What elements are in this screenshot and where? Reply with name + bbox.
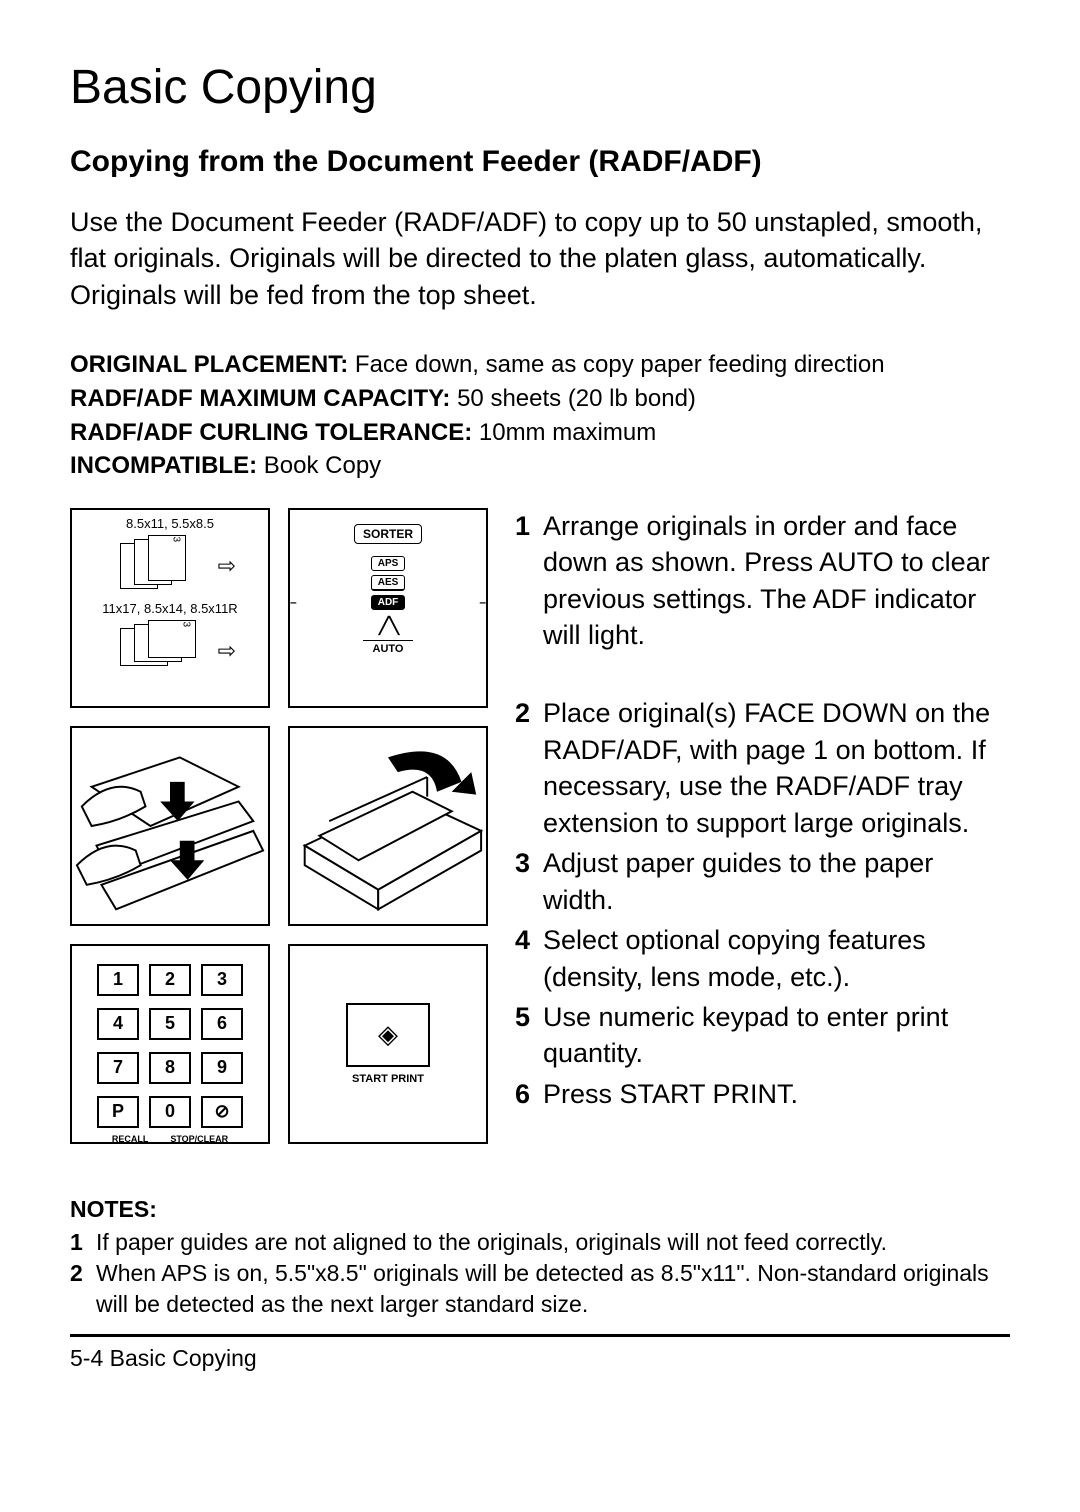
keypad-key: 6 (201, 1008, 243, 1040)
page-title: Basic Copying (70, 60, 1010, 115)
step-text: Adjust paper guides to the paper width. (543, 845, 1010, 918)
spec-value: 10mm maximum (472, 419, 656, 446)
spec-label: INCOMPATIBLE: (70, 452, 257, 479)
sorter-label: SORTER (354, 524, 422, 544)
keypad-key: 8 (149, 1052, 191, 1084)
aes-label: AES (371, 575, 406, 591)
step-number: 6 (515, 1076, 543, 1112)
step-number: 1 (515, 508, 543, 654)
figure-auto-panel: SORTER APS AES –ADF– ╱ ╲ AUTO (288, 508, 488, 708)
spec-value: Book Copy (257, 452, 381, 479)
spec-label: RADF/ADF MAXIMUM CAPACITY: (70, 385, 450, 412)
steps-list: 1Arrange originals in order and face dow… (515, 508, 1010, 1144)
spec-value: Face down, same as copy paper feeding di… (348, 351, 884, 378)
figure-start-print: ◈ START PRINT (288, 944, 488, 1144)
step-text: Press START PRINT. (543, 1076, 798, 1112)
note-number: 2 (70, 1258, 96, 1320)
note-number: 1 (70, 1227, 96, 1258)
keypad-key: 9 (201, 1052, 243, 1084)
figure-keypad: 1 2 3 4 5 6 7 8 9 P (70, 944, 270, 1144)
spec-value: 50 sheets (20 lb bond) (450, 385, 696, 412)
step-number: 5 (515, 999, 543, 1072)
figure-paper-sizes: 8.5x11, 5.5x8.5 1 2 3 ⇨ 11x17, 8.5x14, 8… (70, 508, 270, 708)
keypad-key: P (97, 1096, 139, 1128)
figure-adjust-guides (288, 726, 488, 926)
note-text: When APS is on, 5.5"x8.5" originals will… (96, 1258, 1010, 1320)
keypad-key: 1 (97, 964, 139, 996)
step-number: 3 (515, 845, 543, 918)
keypad-key: 3 (201, 964, 243, 996)
section-heading: Copying from the Document Feeder (RADF/A… (70, 145, 1010, 179)
paper-size-label: 11x17, 8.5x14, 8.5x11R (78, 601, 262, 616)
step-text: Use numeric keypad to enter print quanti… (543, 999, 1010, 1072)
notes-section: NOTES: 1If paper guides are not aligned … (70, 1194, 1010, 1320)
step-text: Select optional copying features (densit… (543, 922, 1010, 995)
figure-place-original (70, 726, 270, 926)
paper-size-label: 8.5x11, 5.5x8.5 (78, 516, 262, 531)
keypad-key: ⊘ (201, 1096, 243, 1128)
divider (70, 1334, 1010, 1337)
intro-paragraph: Use the Document Feeder (RADF/ADF) to co… (70, 204, 1010, 313)
feed-arrow-icon: ⇨ (218, 553, 236, 579)
keypad-key: 5 (149, 1008, 191, 1040)
step-text: Place original(s) FACE DOWN on the RADF/… (543, 695, 1010, 841)
stopclear-label: STOP/CLEAR (170, 1134, 228, 1144)
figures-column: 8.5x11, 5.5x8.5 1 2 3 ⇨ 11x17, 8.5x14, 8… (70, 508, 490, 1144)
feed-arrow-icon: ⇨ (218, 638, 236, 664)
keypad-key: 7 (97, 1052, 139, 1084)
step-text: Arrange originals in order and face down… (543, 508, 1010, 654)
aps-label: APS (371, 556, 406, 571)
spec-label: RADF/ADF CURLING TOLERANCE: (70, 419, 472, 446)
page-footer: 5-4 Basic Copying (70, 1345, 1010, 1372)
keypad-key: 0 (149, 1096, 191, 1128)
notes-heading: NOTES: (70, 1194, 1010, 1225)
note-text: If paper guides are not aligned to the o… (96, 1227, 887, 1258)
recall-label: RECALL (112, 1134, 149, 1144)
start-print-label: START PRINT (352, 1073, 424, 1085)
step-number: 2 (515, 695, 543, 841)
adf-label: ADF (371, 595, 406, 610)
auto-label: AUTO (290, 643, 486, 655)
spec-label: ORIGINAL PLACEMENT: (70, 351, 348, 378)
keypad-key: 4 (97, 1008, 139, 1040)
start-print-icon: ◈ (346, 1003, 430, 1067)
keypad-key: 2 (149, 964, 191, 996)
spec-list: ORIGINAL PLACEMENT: Face down, same as c… (70, 348, 1010, 482)
tray-icon: ╱ ╲ (290, 616, 486, 636)
step-number: 4 (515, 922, 543, 995)
